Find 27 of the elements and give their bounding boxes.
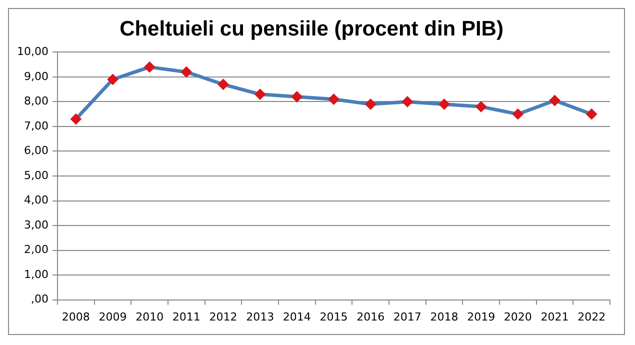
x-tick-label: 2017: [393, 310, 422, 324]
chart-title: Cheltuieli cu pensiile (procent din PIB): [120, 17, 504, 40]
x-tick-label: 2022: [578, 310, 606, 324]
x-tick-label: 2009: [98, 310, 127, 324]
y-tick-label: 7,00: [24, 119, 48, 132]
x-tick-label: 2016: [356, 310, 385, 324]
x-tick-label: 2010: [136, 310, 164, 324]
y-tick-label: 1,00: [24, 268, 48, 281]
x-tick-label: 2012: [209, 310, 238, 324]
x-tick-label: 2013: [246, 310, 274, 324]
y-tick-label: 2,00: [24, 243, 48, 256]
y-tick-label: ,00: [30, 292, 48, 306]
x-tick-label: 2014: [282, 310, 311, 324]
x-tick-label: 2021: [540, 310, 569, 324]
y-tick-label: 6,00: [24, 144, 48, 158]
y-tick-label: 8,00: [24, 94, 48, 108]
x-tick-label: 2008: [62, 310, 90, 324]
y-tick-label: 10,00: [16, 45, 48, 58]
x-tick-label: 2020: [504, 310, 532, 324]
y-tick-label: 3,00: [24, 218, 48, 232]
x-tick-label: 2019: [467, 310, 496, 324]
x-tick-label: 2011: [172, 310, 200, 324]
x-tick-label: 2015: [320, 310, 348, 324]
y-tick-label: 9,00: [24, 70, 48, 83]
y-tick-label: 5,00: [24, 168, 48, 182]
y-tick-label: 4,00: [24, 194, 48, 207]
x-tick-label: 2018: [430, 310, 458, 324]
